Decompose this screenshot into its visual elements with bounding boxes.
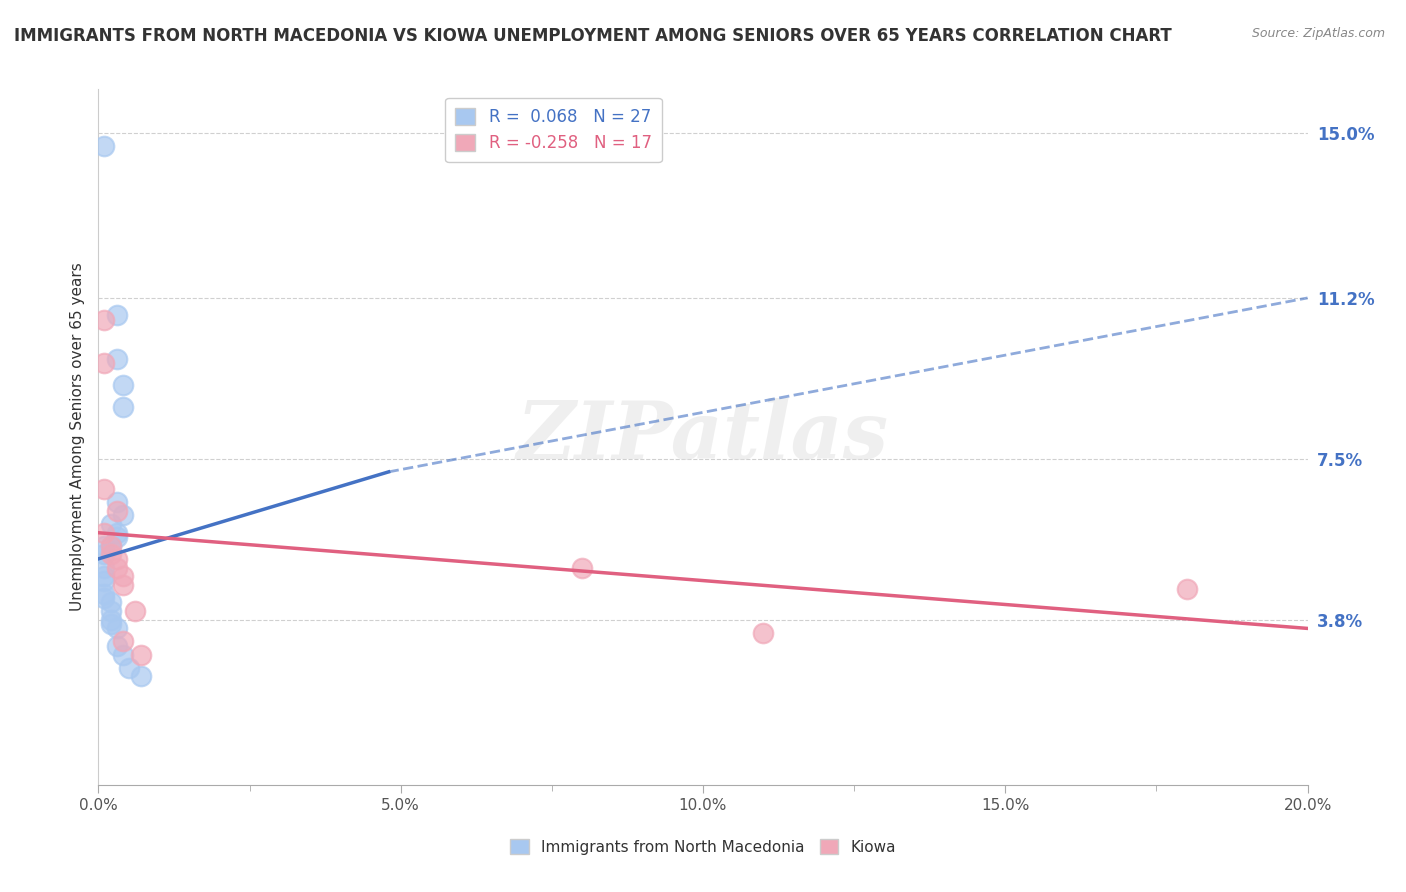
- Point: [100, 539, 122, 553]
- Y-axis label: Unemployment Among Seniors over 65 years: Unemployment Among Seniors over 65 years: [69, 263, 84, 611]
- Legend: Immigrants from North Macedonia, Kiowa: Immigrants from North Macedonia, Kiowa: [505, 832, 901, 861]
- Point: [105, 351, 128, 366]
- Point: [105, 530, 128, 544]
- Point: [111, 634, 134, 648]
- Point: [100, 539, 122, 553]
- Point: [93, 591, 115, 605]
- Point: [124, 604, 146, 618]
- Point: [105, 639, 128, 653]
- Text: IMMIGRANTS FROM NORTH MACEDONIA VS KIOWA UNEMPLOYMENT AMONG SENIORS OVER 65 YEAR: IMMIGRANTS FROM NORTH MACEDONIA VS KIOWA…: [14, 27, 1171, 45]
- Point: [93, 356, 115, 370]
- Point: [111, 569, 134, 583]
- Point: [111, 578, 134, 592]
- Point: [752, 625, 775, 640]
- Point: [105, 551, 128, 566]
- Point: [100, 613, 122, 627]
- Point: [93, 138, 115, 153]
- Point: [105, 525, 128, 540]
- Point: [111, 508, 134, 523]
- Point: [93, 312, 115, 326]
- Point: [100, 595, 122, 609]
- Point: [93, 569, 115, 583]
- Point: [93, 482, 115, 496]
- Point: [93, 539, 115, 553]
- Point: [105, 308, 128, 322]
- Point: [93, 574, 115, 588]
- Point: [100, 617, 122, 632]
- Point: [100, 604, 122, 618]
- Text: ZIPatlas: ZIPatlas: [517, 399, 889, 475]
- Point: [129, 669, 152, 683]
- Point: [111, 648, 134, 662]
- Point: [105, 621, 128, 635]
- Point: [93, 525, 115, 540]
- Point: [105, 495, 128, 509]
- Point: [93, 587, 115, 601]
- Text: Source: ZipAtlas.com: Source: ZipAtlas.com: [1251, 27, 1385, 40]
- Point: [129, 648, 152, 662]
- Point: [105, 504, 128, 518]
- Point: [93, 548, 115, 562]
- Point: [1175, 582, 1198, 597]
- Point: [118, 660, 141, 674]
- Point: [100, 516, 122, 531]
- Point: [105, 560, 128, 574]
- Point: [93, 560, 115, 574]
- Point: [111, 377, 134, 392]
- Point: [111, 400, 134, 414]
- Point: [100, 548, 122, 562]
- Point: [571, 560, 593, 574]
